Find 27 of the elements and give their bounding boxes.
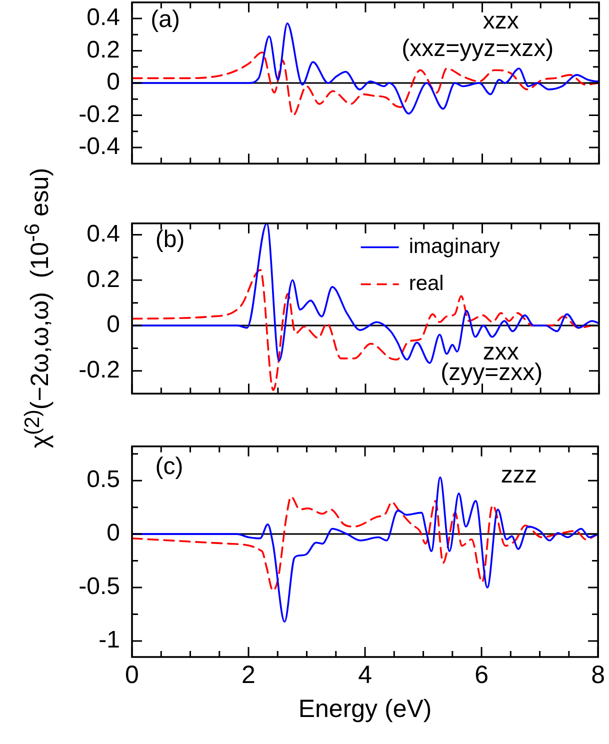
x-tick-label: 0 [125,660,139,688]
x-tick-label: 2 [242,660,256,688]
x-axis-title: Energy (eV) [298,694,432,722]
legend-label: imaginary [408,234,500,258]
y-tick-label: 0 [106,519,120,546]
x-tick-label: 4 [358,660,372,688]
y-tick-label: -0.5 [78,572,120,600]
y-tick-label: -0.4 [78,132,120,160]
y-tick-label: 0 [106,68,120,96]
y-tick-label: -1 [98,626,120,654]
x-tick-label: 6 [474,660,488,688]
y-tick-label: -0.2 [78,356,120,384]
legend-label: real [408,272,444,295]
x-tick-label: 8 [591,660,605,688]
y-tick-label: 0.4 [86,4,120,31]
annotation: (c) [155,452,184,480]
y-tick-label: 0.2 [86,36,120,63]
y-tick-label: -0.2 [78,100,120,128]
annotation: xzx [482,6,519,34]
y-tick-label: 0.4 [86,220,120,247]
annotation: (a) [150,5,180,32]
annotation: (b) [155,226,185,253]
y-tick-label: 0 [106,310,120,338]
y-tick-label: 0.2 [86,265,120,292]
annotation: (xxz=yyz=xzx) [402,34,554,62]
y-tick-label: 0.5 [86,466,120,493]
annotation: zzz [500,461,537,488]
